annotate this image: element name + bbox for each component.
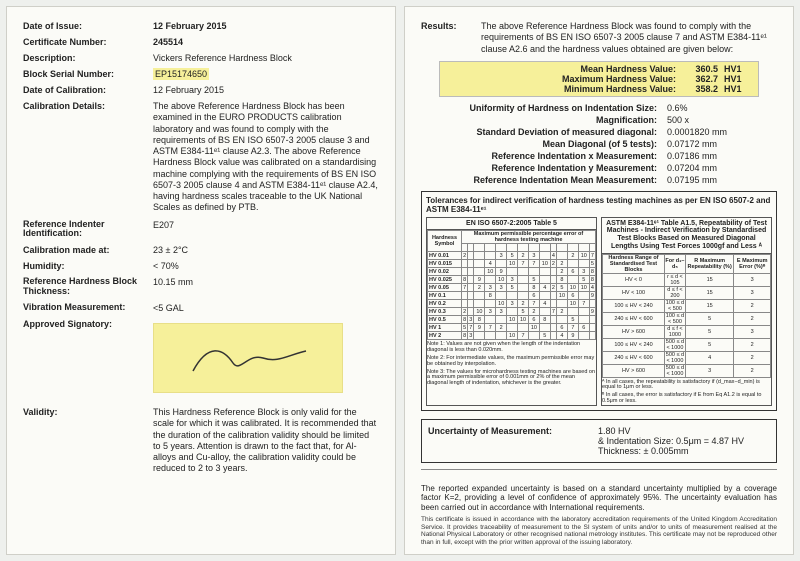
measurement-row: Reference Indentation y Measurement:0.07… bbox=[421, 163, 777, 173]
row-serial: Block Serial Number: EP15174650 bbox=[23, 69, 379, 79]
measurements-list: Uniformity of Hardness on Indentation Si… bbox=[421, 103, 777, 185]
tol-left-table: EN ISO 6507-2:2005 Table 5 Hardness Symb… bbox=[426, 217, 597, 406]
measurement-row: Uniformity of Hardness on Indentation Si… bbox=[421, 103, 777, 113]
separator bbox=[421, 469, 777, 470]
measurement-row: Magnification:500 x bbox=[421, 115, 777, 125]
left-page: Date of Issue: 12 February 2015 Certific… bbox=[6, 6, 396, 555]
footnote-fine: This certificate is issued in accordance… bbox=[421, 516, 777, 546]
row-cert-no: Certificate Number: 245514 bbox=[23, 37, 379, 47]
row-humidity: Humidity: < 70% bbox=[23, 261, 379, 271]
measurement-row: Reference Indentation Mean Measurement:0… bbox=[421, 175, 777, 185]
signature-box bbox=[153, 323, 343, 393]
hardness-values-block: Mean Hardness Value: 360.5 HV1 Maximum H… bbox=[439, 61, 759, 97]
row-indenter: Reference Indenter Identification: E207 bbox=[23, 220, 379, 240]
footnote-bold: The reported expanded uncertainty is bas… bbox=[421, 484, 777, 513]
tol-right-table: ASTM E384-11ᵉ¹ Table A1.5, Repeatability… bbox=[601, 217, 772, 406]
signature-icon bbox=[178, 333, 318, 383]
value: 12 February 2015 bbox=[153, 21, 379, 31]
results-header: Results: The above Reference Hardness Bl… bbox=[421, 21, 777, 55]
row-cal-at: Calibration made at: 23 ± 2°C bbox=[23, 245, 379, 255]
right-page: Results: The above Reference Hardness Bl… bbox=[404, 6, 794, 555]
row-signatory: Approved Signatory: bbox=[23, 319, 379, 393]
row-validity: Validity: This Hardness Reference Block … bbox=[23, 407, 379, 475]
measurement-row: Reference Indentation x Measurement:0.07… bbox=[421, 151, 777, 161]
tolerance-box: Tolerances for indirect verification of … bbox=[421, 191, 777, 411]
hv-max: Maximum Hardness Value: 362.7 HV1 bbox=[444, 74, 754, 84]
uncertainty-box: Uncertainty of Measurement: 1.80 HV & In… bbox=[421, 419, 777, 463]
row-date-issue: Date of Issue: 12 February 2015 bbox=[23, 21, 379, 31]
measurement-row: Mean Diagonal (of 5 tests):0.07172 mm bbox=[421, 139, 777, 149]
measurement-row: Standard Deviation of measured diagonal:… bbox=[421, 127, 777, 137]
hv-mean: Mean Hardness Value: 360.5 HV1 bbox=[444, 64, 754, 74]
row-vibration: Vibration Measurement: <5 GAL bbox=[23, 303, 379, 313]
row-cal-details: Calibration Details: The above Reference… bbox=[23, 101, 379, 214]
hv-min: Minimum Hardness Value: 358.2 HV1 bbox=[444, 84, 754, 94]
row-date-cal: Date of Calibration: 12 February 2015 bbox=[23, 85, 379, 95]
row-thickness: Reference Hardness Block Thickness: 10.1… bbox=[23, 277, 379, 297]
label: Date of Issue: bbox=[23, 21, 153, 31]
row-description: Description: Vickers Reference Hardness … bbox=[23, 53, 379, 63]
